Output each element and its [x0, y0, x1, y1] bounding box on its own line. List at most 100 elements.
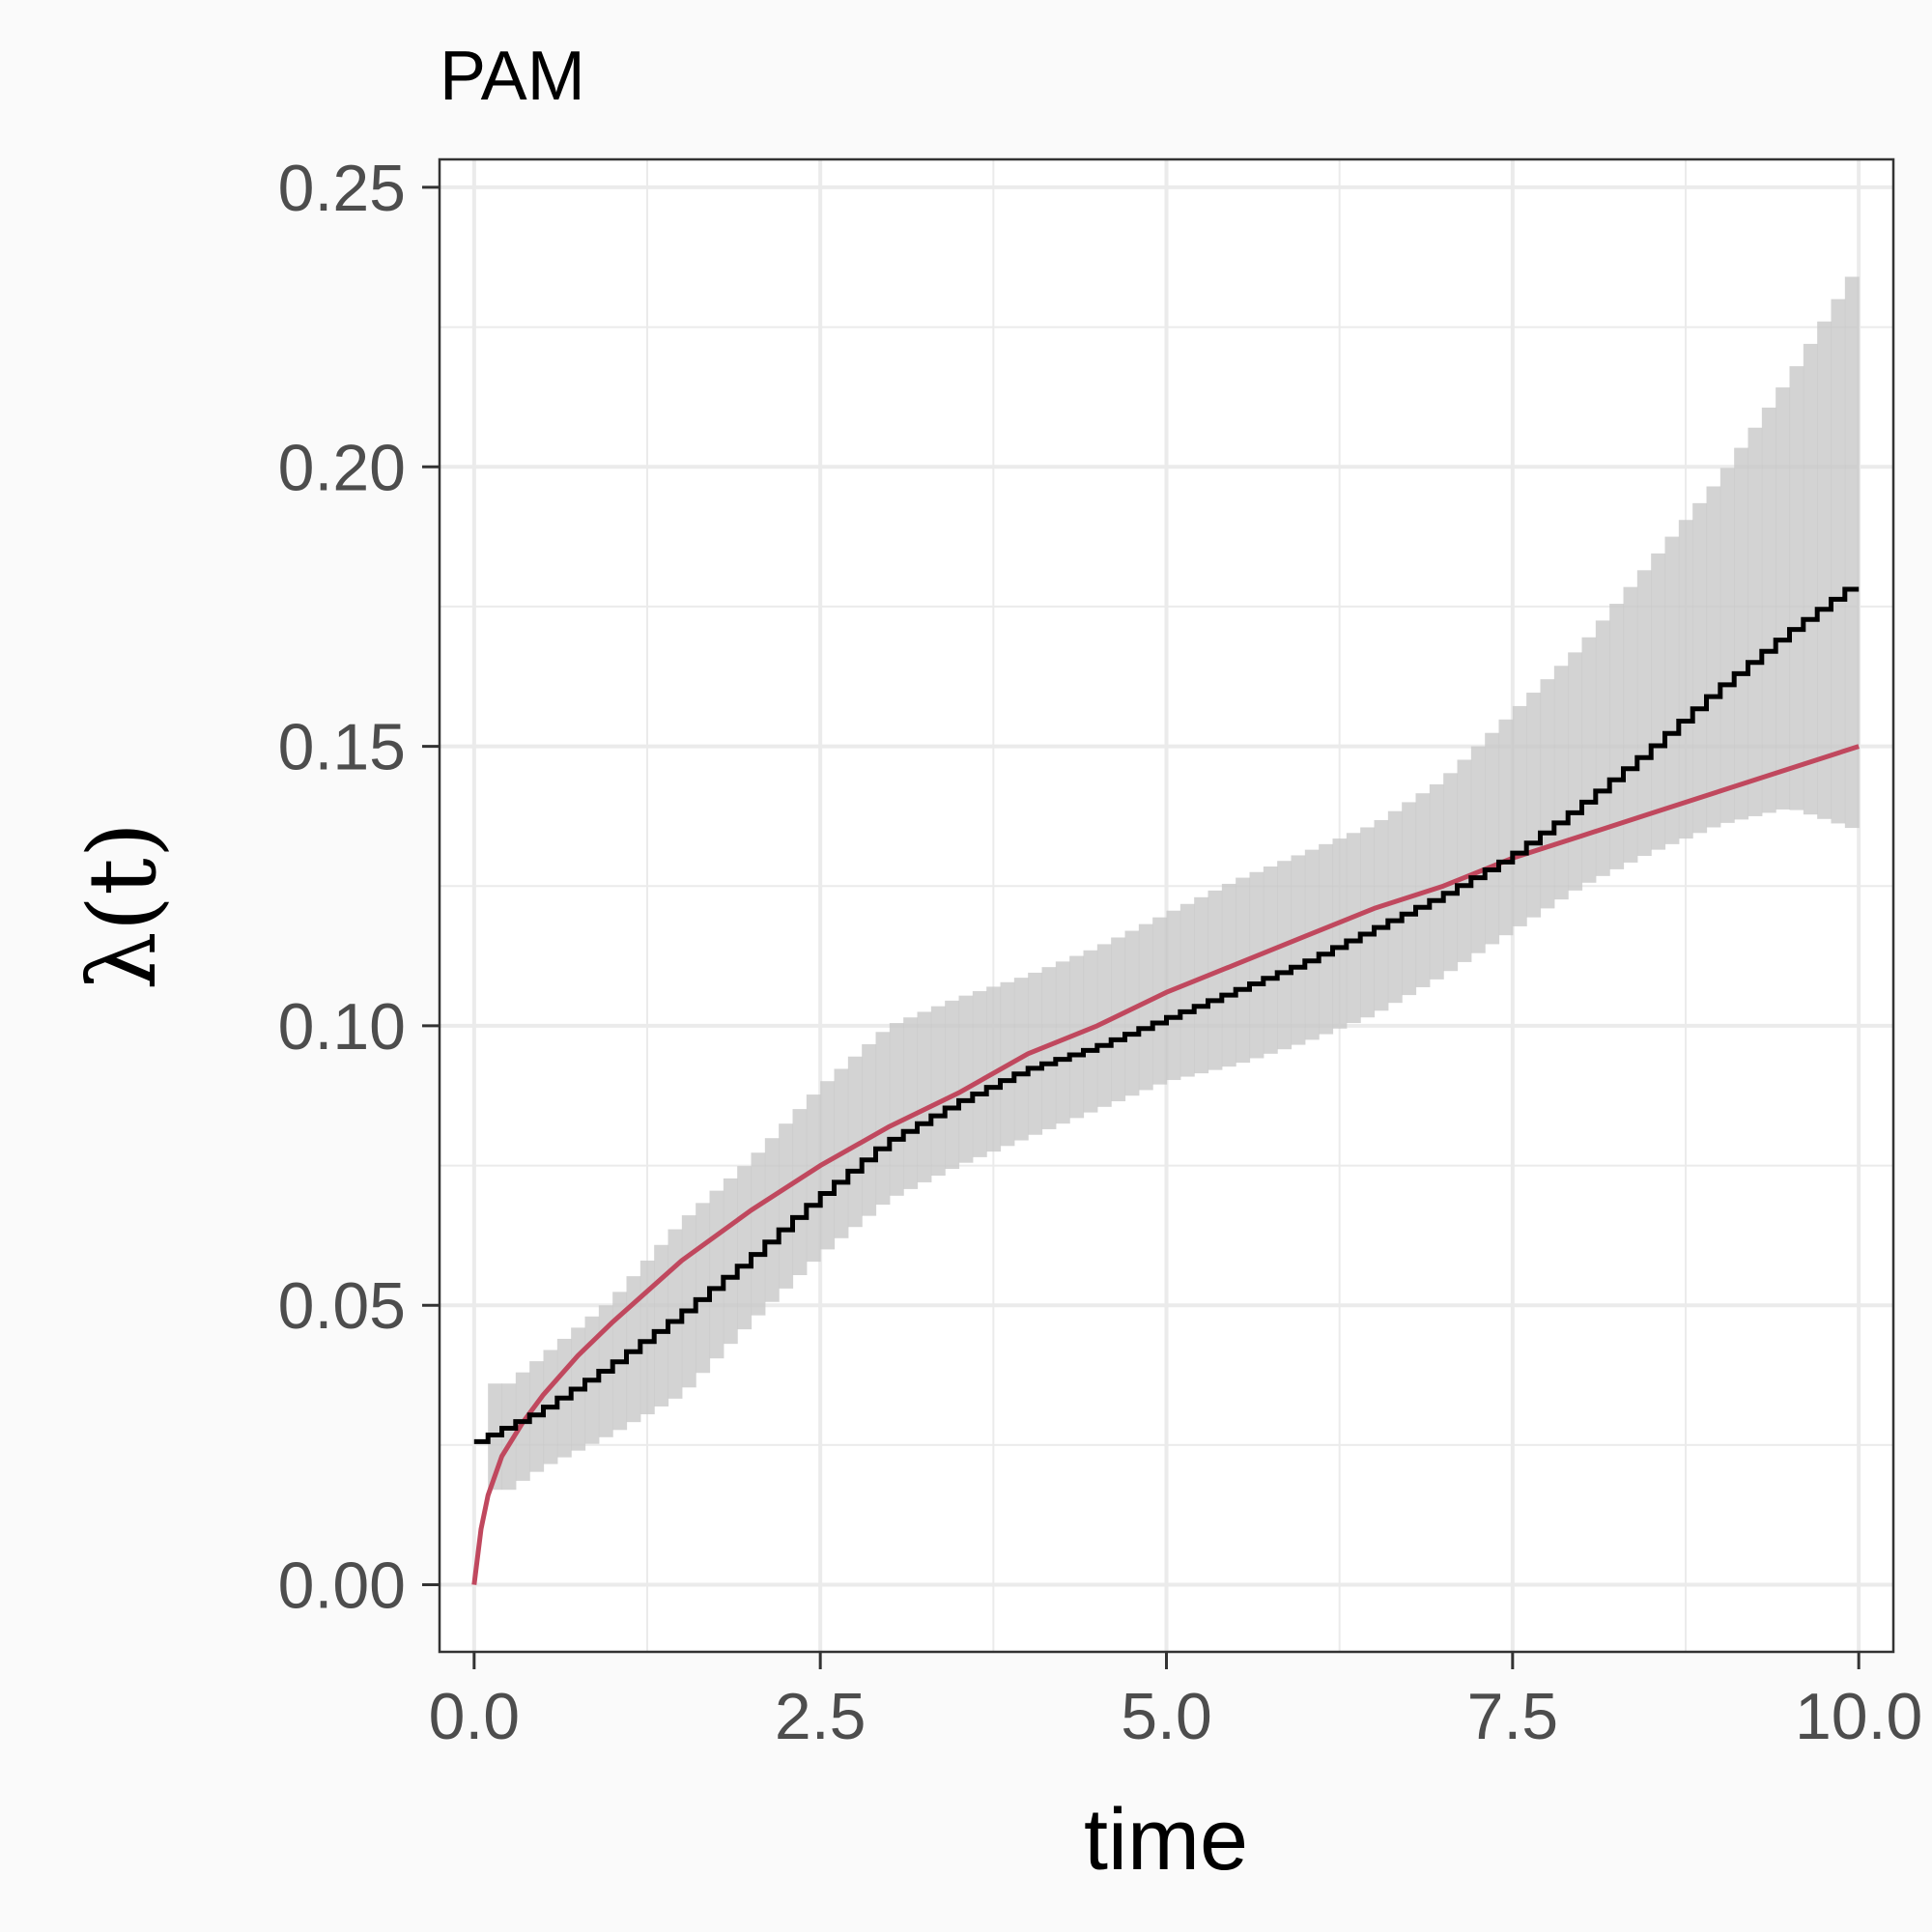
ci-band-segment: [654, 1244, 669, 1406]
ci-band-segment: [1387, 810, 1403, 1004]
y-tick-label: 0.10: [278, 990, 406, 1064]
ci-band-segment: [930, 1006, 946, 1176]
ci-band-segment: [945, 1000, 960, 1170]
ci-band-segment: [779, 1123, 794, 1289]
ci-band-segment: [1734, 447, 1749, 820]
ci-band-segment: [1319, 843, 1334, 1035]
ci-band-segment: [1429, 783, 1444, 980]
chart-title: PAM: [440, 38, 585, 115]
ci-band-segment: [1332, 838, 1348, 1029]
ci-band-segment: [764, 1138, 780, 1302]
ci-band-segment: [1111, 937, 1126, 1102]
ci-band-segment: [1263, 866, 1278, 1054]
y-axis-label: λ(t): [69, 822, 177, 990]
ci-band-segment: [1194, 896, 1209, 1074]
ci-band-segment: [1443, 773, 1459, 972]
ci-band-segment: [1291, 855, 1306, 1045]
ci-band-segment: [1498, 719, 1514, 936]
x-tick-label: 7.5: [1467, 1680, 1559, 1753]
ci-band-segment: [889, 1023, 904, 1196]
ci-band-segment: [1249, 871, 1264, 1059]
ci-band-segment: [1166, 910, 1181, 1081]
ci-band-segment: [751, 1152, 766, 1316]
ci-band-segment: [1719, 468, 1735, 823]
ci-band-segment: [626, 1276, 641, 1423]
ci-band-segment: [1678, 520, 1693, 839]
ci-band-segment: [862, 1044, 877, 1216]
true-hazard-curve: [471, 744, 1860, 1585]
ci-band-segment: [1069, 955, 1085, 1119]
ci-band-segment: [1346, 833, 1361, 1024]
ci-band-segment: [1636, 570, 1652, 856]
y-tick-label: 0.20: [278, 431, 406, 504]
ci-band-segment: [723, 1178, 738, 1345]
ci-band-segment: [639, 1260, 655, 1415]
ci-band-segment: [820, 1081, 836, 1250]
ci-band-segment: [1236, 877, 1251, 1064]
ci-band-segment: [709, 1190, 724, 1359]
ci-band-segment: [903, 1017, 919, 1189]
ci-band-segment: [917, 1011, 932, 1182]
ci-band-segment: [806, 1094, 821, 1263]
x-tick-label: 2.5: [775, 1680, 867, 1753]
estimated-hazard-step: [473, 586, 1860, 1444]
ci-band-segment: [1651, 553, 1666, 850]
ci-band-segment: [1568, 652, 1583, 891]
ci-band-segment: [792, 1109, 808, 1275]
ci-band-segment: [1761, 407, 1776, 813]
y-tick-label: 0.00: [278, 1549, 406, 1623]
ci-band-segment: [1623, 586, 1638, 863]
ci-band-segment: [1152, 917, 1168, 1085]
x-tick-label: 5.0: [1121, 1680, 1212, 1753]
ci-band-segment: [1526, 693, 1542, 918]
ci-band-segment: [1485, 732, 1500, 945]
ci-band-segment: [1831, 298, 1846, 824]
ci-band-segment: [1747, 427, 1763, 816]
ci-band-segment: [1457, 759, 1472, 962]
ci-band-segment: [1817, 321, 1833, 819]
ci-band-segment: [501, 1383, 517, 1491]
ci-band-segment: [1304, 849, 1320, 1040]
ci-band-segment: [1138, 923, 1153, 1091]
true-hazard-line: [471, 744, 1860, 1585]
ci-band-segment: [875, 1032, 891, 1206]
ci-band-segment: [1803, 343, 1818, 815]
ci-band-segment: [1055, 961, 1070, 1124]
ci-band-segment: [1664, 536, 1680, 844]
ci-band-segment: [1776, 387, 1791, 810]
ci-band-segment: [1540, 679, 1555, 909]
ci-band-segment: [1041, 967, 1057, 1129]
ci-band-segment: [1277, 861, 1293, 1050]
estimated-hazard-line: [473, 586, 1860, 1444]
ci-band-segment: [1083, 950, 1098, 1113]
ci-band-segment: [1360, 827, 1376, 1018]
ci-band-segment: [847, 1056, 863, 1228]
ci-band-segment: [1789, 366, 1804, 810]
ci-band-segment: [1221, 883, 1236, 1067]
ci-band-segment: [1512, 705, 1527, 926]
ci-band-segment: [1595, 620, 1610, 876]
plot-panel: [438, 157, 1895, 1654]
ci-band-segment: [1706, 486, 1721, 828]
ci-band-segment: [1208, 890, 1223, 1070]
ci-band-segment: [972, 991, 987, 1157]
ci-band-segment: [958, 995, 974, 1163]
ci-band-segment: [1179, 903, 1195, 1077]
x-axis: 0.0 2.5 5.0 7.5 10.0: [429, 1652, 1922, 1753]
ci-band-segment: [1470, 746, 1486, 953]
ci-band-segment: [1028, 972, 1043, 1135]
y-axis: 0.00 0.05 0.10 0.15 0.20 0.25: [278, 152, 440, 1623]
x-axis-label: time: [1084, 1792, 1248, 1889]
ci-band-segment: [1374, 819, 1389, 1011]
ci-band-segment: [1609, 604, 1625, 869]
y-tick-label: 0.25: [278, 152, 406, 225]
x-tick-label: 10.0: [1795, 1680, 1922, 1753]
y-tick-label: 0.05: [278, 1269, 406, 1343]
ci-band-segment: [1581, 637, 1597, 883]
ci-band-segment: [1096, 944, 1112, 1107]
ci-band-segment: [1844, 276, 1860, 829]
ci-band-segment: [737, 1166, 753, 1330]
ci-band-segment: [1124, 930, 1140, 1096]
ci-band-segment: [1553, 666, 1569, 900]
